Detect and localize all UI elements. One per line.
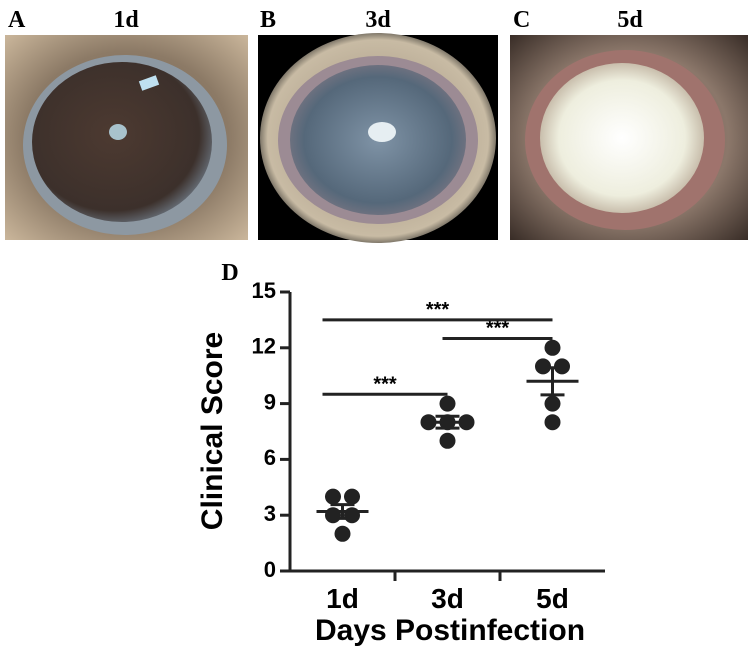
y-tick-label: 12 (252, 334, 276, 359)
photo-a (5, 35, 248, 240)
data-point (544, 339, 561, 356)
panel-title: 5d (617, 7, 643, 33)
y-tick-label: 3 (264, 501, 276, 526)
panel-label: C (513, 7, 530, 33)
panel-label: D (221, 260, 238, 286)
panel-label: A (8, 7, 26, 33)
data-point (544, 395, 561, 412)
data-point (344, 507, 360, 524)
data-point (439, 395, 456, 412)
photo-c (510, 35, 748, 240)
y-tick-label: 0 (264, 557, 276, 582)
significance-label: *** (426, 299, 450, 321)
plot: 0 3 6 9 12 15 1d 3d 5d *** *** *** (252, 278, 605, 614)
photo-b (258, 33, 498, 243)
data-point (325, 507, 341, 524)
data-point (325, 488, 341, 505)
error-bar (540, 366, 565, 397)
panel-label: B (260, 7, 276, 33)
x-tick-label: 3d (431, 583, 464, 614)
data-point (439, 432, 456, 449)
error-bar (435, 414, 460, 430)
panel-title: 1d (113, 7, 139, 33)
data-point (334, 525, 351, 542)
panel-title: 3d (365, 7, 391, 33)
significance-label: *** (486, 318, 510, 340)
y-axis-label: Clinical Score (196, 332, 229, 530)
error-bar (330, 503, 355, 520)
x-axis-label: Days Postinfection (315, 614, 585, 647)
y-tick-label: 6 (264, 445, 276, 470)
significance-label: *** (373, 373, 397, 395)
x-tick-label: 1d (326, 583, 359, 614)
data-point (344, 488, 360, 505)
y-tick-label: 9 (264, 389, 276, 414)
y-tick-label: 15 (252, 278, 276, 303)
x-tick-label: 5d (536, 583, 569, 614)
data-point (544, 414, 561, 431)
